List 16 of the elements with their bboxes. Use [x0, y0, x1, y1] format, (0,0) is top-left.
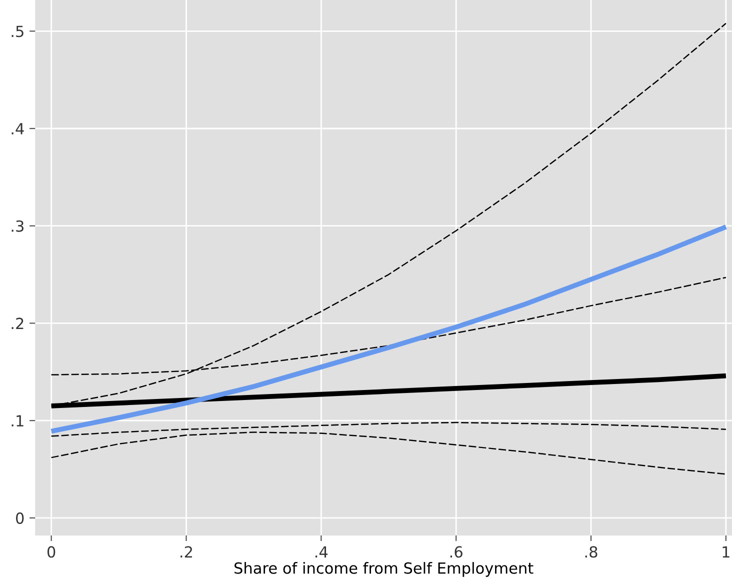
x-tick-label: 0: [47, 546, 56, 558]
x-tick-label: 1: [722, 546, 730, 558]
x-tick-label: .8: [585, 546, 598, 558]
y-tick-label: .2: [12, 318, 24, 330]
x-tick-label: .4: [316, 546, 328, 558]
y-tick-label: .1: [12, 415, 24, 426]
line-series: [50, 432, 727, 475]
x-axis-title: Share of income from Self Employment: [234, 562, 534, 577]
x-tick-label: .6: [450, 546, 462, 558]
line-series: [50, 422, 727, 437]
line-series: [48, 224, 728, 434]
x-tick-label: .2: [180, 546, 192, 558]
y-tick-label: .4: [12, 123, 24, 134]
y-tick-label: .5: [12, 26, 24, 38]
y-tick-label: .3: [12, 220, 24, 232]
y-tick-label: 0: [16, 512, 24, 524]
